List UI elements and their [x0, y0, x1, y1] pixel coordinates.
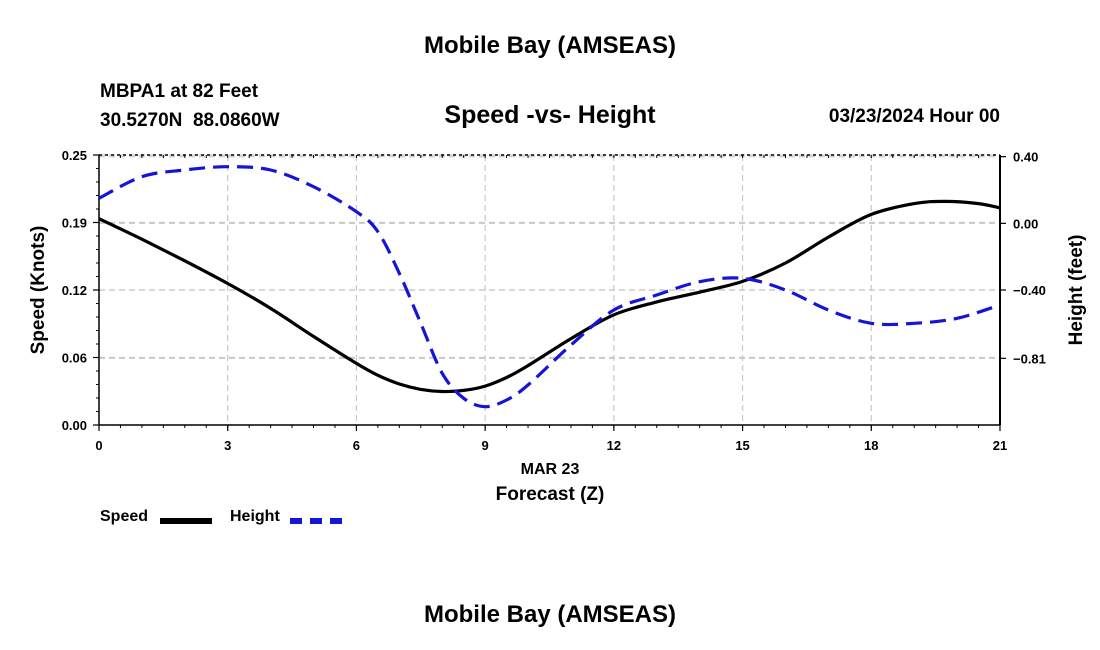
x-tick-label: 21 — [993, 438, 1007, 453]
x-tick-label: 18 — [864, 438, 878, 453]
forecast-datestamp: 03/23/2024 Hour 00 — [828, 106, 1000, 127]
station-name: MBPA1 at 82 Feet — [100, 81, 259, 102]
y2-tick-label: 0.40 — [1013, 150, 1038, 165]
x-tick-label: 12 — [607, 438, 621, 453]
legend-swatch-speed — [160, 518, 212, 524]
page-title: Mobile Bay (AMSEAS) — [423, 32, 677, 59]
x-tick-label: 0 — [95, 438, 102, 453]
series-line-height — [98, 165, 1001, 409]
axes-layer: 0 3 6 9 12 15 18 21 0.00 0.06 0.12 0.19 0.25 0.40 0.00… — [62, 148, 1046, 453]
x-tick-label: 9 — [482, 438, 489, 453]
series-layer — [98, 165, 1001, 409]
x-tick-label: 6 — [353, 438, 360, 453]
y-tick-label: 0.19 — [62, 216, 87, 231]
y-tick-label: 0.25 — [62, 148, 87, 163]
y2-tick-label: −0.81 — [1013, 351, 1046, 366]
legend-label-height: Height — [230, 508, 280, 525]
x-tick-label: 15 — [735, 438, 749, 453]
y2-tick-label: 0.00 — [1013, 216, 1038, 231]
legend-item-height: Height — [230, 508, 280, 526]
station-coords: 30.5270N 88.0860W — [100, 110, 280, 131]
station-info: MBPA1 at 82 Feet 30.5270N 88.0860W — [100, 77, 280, 135]
x-axis-date-label: MAR 23 — [521, 461, 580, 478]
x-axis-title: Forecast (Z) — [496, 484, 605, 505]
chart-subtitle: Speed -vs- Height — [444, 101, 656, 129]
legend-swatch-height — [290, 518, 342, 524]
legend-label-speed: Speed — [100, 508, 149, 525]
y2-tick-label: −0.40 — [1013, 283, 1046, 298]
x-tick-label: 3 — [224, 438, 231, 453]
legend-item-speed: Speed — [100, 508, 148, 526]
y-tick-label: 0.00 — [62, 418, 87, 433]
speed-height-chart: 0 3 6 9 12 15 18 21 0.00 0.06 0.12 0.19 0.25 0.40 0.00… — [28, 148, 1087, 505]
y2-axis-title: Height (feet) — [1066, 235, 1087, 346]
grid-layer — [99, 154, 1000, 425]
footer-title: Mobile Bay (AMSEAS) — [423, 601, 677, 628]
y-tick-label: 0.06 — [62, 351, 87, 366]
y-axis-title: Speed (Knots) — [28, 226, 49, 355]
y-tick-label: 0.12 — [62, 283, 87, 298]
series-line-speed — [98, 199, 1001, 394]
